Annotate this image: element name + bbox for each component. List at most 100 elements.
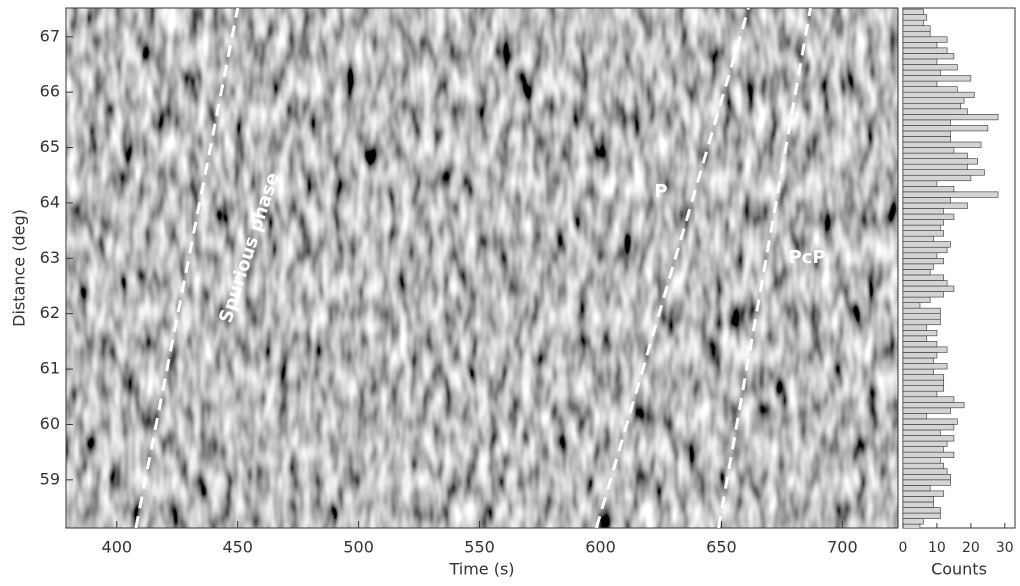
y-axis-label: Distance (deg) [10,209,29,327]
hist-bar [903,352,938,359]
hist-bar [903,241,951,248]
hist-bar [903,47,948,54]
hist-bar [903,363,948,370]
hist-bar [903,407,951,414]
lines [134,8,812,528]
hist-bar [903,180,938,187]
hist-bar [903,97,965,104]
hist-bar [903,136,951,143]
bars [903,8,999,528]
hist-bar [903,235,934,242]
hist-bar [903,130,951,137]
hist-bar [903,91,975,99]
hist-bar [903,246,948,254]
hist-bar [903,280,948,287]
hist-bar [903,219,945,226]
hist-bar [903,25,931,32]
hist-bar [903,335,928,342]
hist-bar [903,457,941,464]
hist-bar [903,102,961,110]
phase-label: P [654,181,667,202]
seismogram-image [66,8,898,528]
hist-bar [903,291,945,298]
hist-bar [903,507,941,514]
hist-bar [903,163,968,171]
hist-bar [903,368,934,375]
hist-bar [903,302,921,309]
x-tick-label: 400 [102,538,133,557]
y-tick-label: 65 [40,137,60,156]
hist-bar [903,468,948,475]
dashed-line [594,8,750,528]
x-tick-label: 600 [585,538,616,557]
hist-bar [903,385,945,392]
hist-bar [903,462,945,470]
hist-bar [903,401,965,409]
x-tick-label: 700 [827,538,858,557]
hist-bar [903,19,924,27]
phase-label: PcP [788,247,825,268]
hist-bar [903,186,955,193]
hist-bar [903,8,924,15]
hist-bar [903,374,945,381]
hist-bar [903,64,958,71]
hist-bar [903,357,934,364]
hist-bar [903,14,928,21]
hist-bar [903,496,934,503]
hist-bar [903,490,945,497]
hist-bar [903,224,941,231]
y-tick-label: 64 [40,192,60,211]
hist-bar [903,269,931,276]
hist-x-axis-label: Counts [931,560,987,579]
hist-bar [903,213,955,220]
x-tick-label: 550 [464,538,495,557]
hist-bar [903,80,938,87]
y-tick-label: 61 [40,359,60,378]
x-tick-label: 0 [899,540,908,556]
hist-bar [903,191,999,198]
hist-bar [903,285,955,292]
hist-bar [903,440,948,447]
hist-bar [903,58,938,65]
hist-bar [903,341,938,348]
hist-bar [903,86,958,93]
hist-bar [903,413,928,420]
x-tick-label: 20 [962,540,980,556]
hist-bar [903,202,968,209]
y-tick-label: 59 [40,469,60,488]
hist-bar [903,307,941,314]
x-axis-label: Time (s) [448,560,514,579]
hist-bar [903,390,938,398]
hist-bar [903,36,948,43]
hist-bar [903,473,951,481]
hist-bar [903,30,931,38]
hist-bar [903,108,968,115]
hist-bar [903,318,941,326]
hist-bar [903,451,955,458]
hist-bar [903,53,955,60]
y-tick-label: 63 [40,248,60,267]
dashed-line [717,8,812,528]
x-tick-label: 650 [706,538,737,557]
x-tick-label: 500 [343,538,374,557]
hist-bar [903,512,941,519]
plot-frame [65,7,899,529]
hist-bar [903,501,934,508]
hist-bar [903,446,945,453]
hist-bar [903,252,938,259]
hist-bar [903,518,924,525]
y-tick-label: 60 [40,414,60,433]
hist-bar [903,435,955,442]
x-tick-label: 450 [222,538,253,557]
hist-bar [903,197,951,204]
hist-bar [903,418,958,425]
hist-bar [903,158,978,165]
hist-bar [903,396,955,403]
hist-bar [903,119,951,126]
hist-bar [903,42,938,49]
hist-bar [903,169,985,176]
hist-bar [903,230,945,237]
hist-bar [903,208,945,215]
hist-bar [903,296,931,303]
hist-bar [903,114,999,121]
